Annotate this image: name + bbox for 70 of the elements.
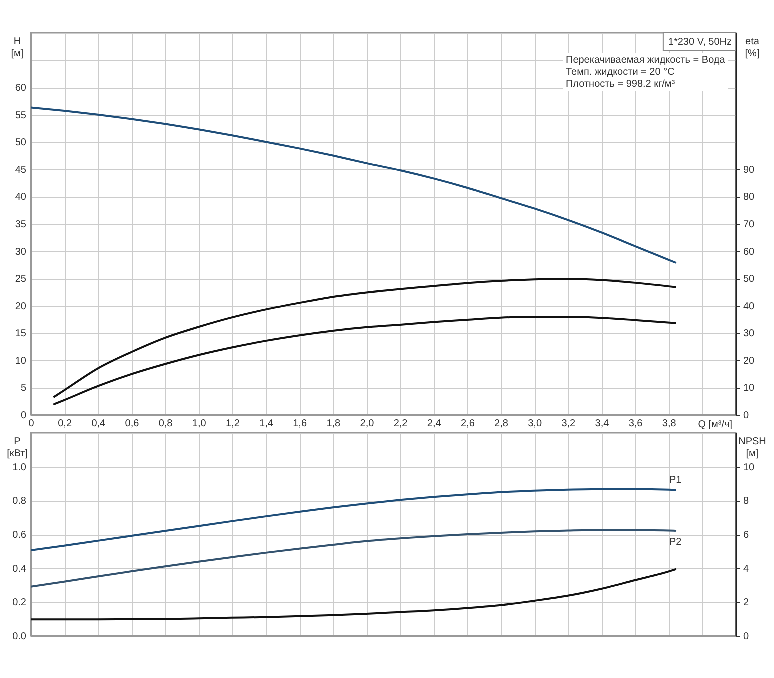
x-tick-label: 2,4: [427, 418, 442, 430]
y2-tick-label: 10: [744, 383, 756, 394]
x-tick-label: 1,8: [326, 418, 342, 430]
line-series: [54, 278, 677, 398]
x-axis-title: Q [м³/ч]: [698, 420, 733, 430]
line-series: [31, 568, 677, 621]
y-tick-label: 25: [15, 274, 27, 286]
series-label: P1: [669, 475, 682, 486]
y2-tick-label: 50: [744, 274, 756, 286]
x-tick-label: 0: [28, 418, 35, 430]
x-tick-label: 3,8: [662, 418, 677, 430]
y-tick-label: 5: [20, 383, 27, 394]
y2-tick-label: 40: [744, 301, 756, 312]
y2-tick-label: 20: [744, 356, 756, 367]
x-tick-label: 2,6: [460, 418, 476, 430]
y2-tick-label: 90: [744, 164, 756, 176]
annotation: 1*230 V, 50Hz: [668, 37, 732, 48]
x-tick-label: 1,4: [260, 418, 274, 430]
x-tick-label: 3,0: [528, 418, 542, 430]
y2-tick-label: 8: [744, 496, 750, 508]
x-tick-label: 3,2: [562, 418, 576, 430]
y-tick-label: 0.0: [12, 632, 27, 642]
x-tick-label: 0,8: [158, 418, 174, 430]
y2-tick-label: 60: [744, 246, 756, 258]
y-axis-title: P [кВт]: [7, 436, 28, 460]
x-tick-label: 1,2: [226, 418, 240, 430]
x-tick-label: 0,4: [92, 418, 106, 430]
line-series: [31, 106, 677, 264]
y-tick-label: 45: [15, 164, 27, 176]
y-axis-title: H [м]: [11, 36, 24, 60]
y2-axis-title: NPSH [м]: [738, 436, 766, 460]
annotation: Темп. жидкости = 20 °C: [566, 67, 675, 78]
y2-tick-label: 2: [744, 598, 750, 609]
y-tick-label: 60: [15, 83, 27, 94]
y-tick-label: 50: [15, 138, 27, 149]
y-tick-label: 1.0: [12, 462, 27, 474]
annotation: Плотность = 998.2 кг/м³: [566, 79, 676, 90]
y-tick-label: 10: [15, 356, 27, 367]
x-tick-label: 0,6: [125, 418, 140, 430]
x-tick-label: 2,0: [360, 418, 375, 430]
x-tick-label: 0,2: [58, 418, 72, 430]
y-tick-label: 55: [15, 110, 27, 122]
y2-tick-label: 0: [744, 632, 750, 642]
x-tick-label: 1,6: [293, 418, 308, 430]
y2-tick-label: 70: [744, 220, 756, 230]
x-tick-label: 2,2: [394, 418, 408, 430]
line-series: [54, 316, 677, 406]
x-tick-label: 2,8: [494, 418, 509, 430]
y-tick-label: 0.6: [12, 530, 27, 541]
y-tick-label: 40: [15, 192, 27, 204]
y2-tick-label: 6: [744, 530, 750, 541]
y-tick-label: 0.4: [12, 564, 27, 575]
x-tick-label: 3,6: [628, 418, 644, 430]
x-tick-label: 3,4: [595, 418, 610, 430]
y-tick-label: 20: [15, 301, 27, 312]
y-tick-label: 15: [15, 328, 27, 340]
y-tick-label: 30: [15, 246, 27, 258]
x-tick-label: 1,0: [192, 418, 207, 430]
y2-tick-label: 80: [744, 192, 756, 204]
y-tick-label: 0: [20, 410, 27, 422]
y2-tick-label: 30: [744, 328, 756, 340]
series-label: P2: [669, 536, 682, 548]
annotation: Перекачиваемая жидкость = Вода: [566, 55, 726, 66]
y-tick-label: 0.2: [12, 598, 27, 609]
y2-tick-label: 4: [744, 564, 750, 575]
y2-tick-label: 0: [744, 410, 750, 422]
y2-tick-label: 10: [744, 462, 756, 474]
y-tick-label: 0.8: [12, 496, 27, 508]
y-tick-label: 35: [15, 220, 27, 230]
y2-axis-title: eta [%]: [745, 36, 760, 60]
